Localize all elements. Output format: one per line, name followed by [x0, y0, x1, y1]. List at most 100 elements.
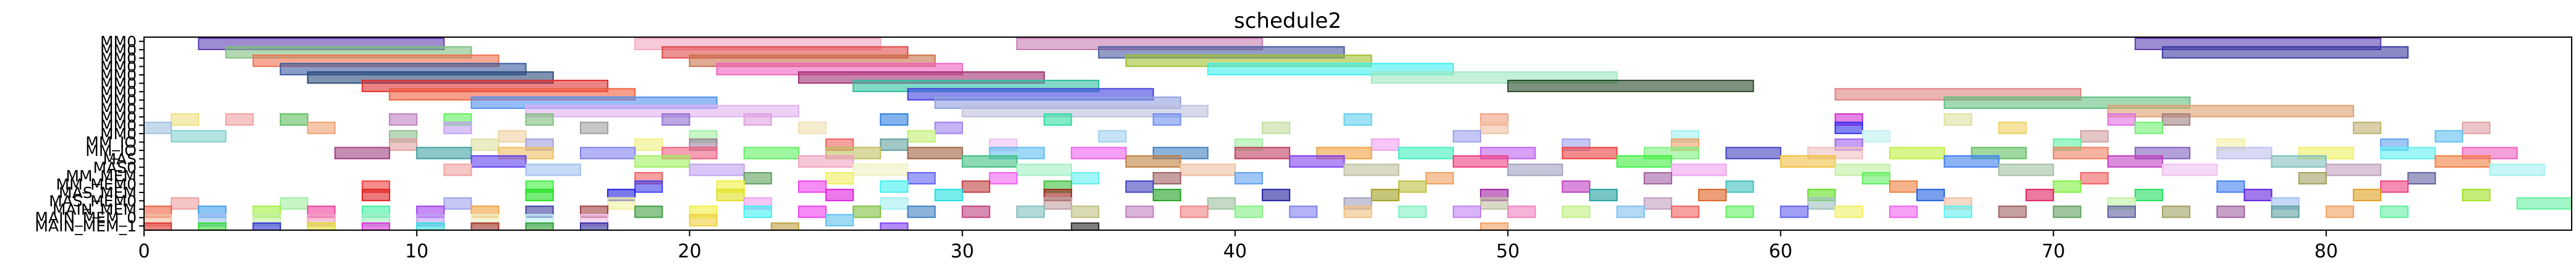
task-bar: [1589, 189, 1618, 202]
task-bar: [1834, 205, 1863, 218]
task-bar: [1180, 205, 1209, 218]
task-bar: [1152, 113, 1181, 126]
task-bar: [1725, 205, 1754, 218]
task-bar: [2135, 121, 2164, 134]
task-bar: [1780, 205, 1809, 218]
task-bar: [525, 222, 554, 231]
task-bar: [1889, 205, 1918, 218]
task-bar: [580, 121, 609, 134]
task-bar: [961, 205, 990, 218]
task-bar: [2489, 163, 2545, 176]
task-bar: [1562, 205, 1591, 218]
task-bar: [1289, 205, 1318, 218]
x-tick-label: 40: [1223, 241, 1247, 262]
task-bar: [1016, 205, 1045, 218]
task-bar: [689, 213, 718, 226]
task-bar: [2325, 163, 2382, 176]
task-bar: [1343, 163, 1400, 176]
task-bar: [1562, 180, 1591, 193]
task-bar: [907, 147, 963, 160]
task-bar: [1016, 163, 1073, 176]
task-bar: [743, 172, 772, 185]
task-bar: [362, 189, 391, 202]
task-bar: [1698, 189, 1727, 202]
task-bar: [2216, 147, 2272, 160]
task-bar: [1289, 155, 1345, 168]
task-bar: [743, 113, 772, 126]
task-bar: [907, 130, 936, 143]
task-bar: [2216, 205, 2245, 218]
y-tick-label: MM_MEM0: [56, 175, 137, 193]
task-bar: [443, 121, 472, 134]
task-bar: [907, 172, 936, 185]
task-bar: [2080, 130, 2109, 143]
y-tick-label: MM0: [100, 108, 137, 126]
task-bar: [2325, 205, 2354, 218]
task-bar: [607, 197, 636, 210]
task-bar: [716, 189, 745, 202]
task-bar: [1670, 205, 1699, 218]
task-bar: [2434, 155, 2491, 168]
task-bar: [1616, 205, 1645, 218]
task-bar: [525, 113, 554, 126]
y-tick-label: MM0: [100, 92, 137, 110]
task-bar: [2052, 180, 2081, 193]
task-bar: [1998, 205, 2027, 218]
task-bar: [143, 222, 172, 231]
task-bars: [143, 38, 2573, 231]
task-bar: [1234, 172, 1264, 185]
task-bar: [1998, 121, 2027, 134]
task-bar: [1125, 180, 1154, 193]
task-bar: [2162, 205, 2191, 218]
task-bar: [1180, 163, 1236, 176]
x-tick-label: 50: [1496, 241, 1520, 262]
task-bar: [1480, 197, 1509, 210]
y-tick-label: MAS0: [93, 158, 137, 176]
task-bar: [1234, 147, 1291, 160]
task-bar: [961, 180, 990, 193]
task-bar: [1452, 130, 1481, 143]
task-bar: [416, 222, 445, 231]
task-bar: [2135, 189, 2164, 202]
task-bar: [880, 222, 909, 231]
task-bar: [1371, 138, 1400, 151]
task-bar: [2271, 155, 2327, 168]
y-tick-label: MAS_MEM0: [49, 192, 137, 210]
task-bar: [470, 138, 499, 151]
x-axis: 0 10 20 30 40 50 60 70 80: [138, 230, 2338, 262]
task-bar: [1834, 121, 1863, 134]
task-bar: [225, 113, 254, 126]
task-bar: [1071, 172, 1100, 185]
task-bar: [634, 180, 663, 193]
y-tick-label: MAS_MEM: [59, 184, 137, 202]
task-bar: [1562, 147, 1618, 160]
task-bar: [2380, 180, 2409, 193]
task-bar: [498, 130, 527, 143]
task-bar: [1125, 205, 1154, 218]
task-bar: [1944, 113, 1973, 126]
task-bar: [1398, 205, 1427, 218]
task-bar: [362, 222, 391, 231]
task-bar: [1643, 172, 1672, 185]
task-bar: [143, 121, 172, 134]
task-bar: [1452, 205, 1481, 218]
task-bar: [1343, 205, 1372, 218]
task-bar: [2516, 197, 2573, 210]
task-bar: [307, 121, 336, 134]
task-bar: [1998, 163, 2054, 176]
task-bar: [1916, 189, 1945, 202]
x-tick-label: 30: [951, 241, 974, 262]
task-bar: [961, 105, 1209, 118]
task-bar: [416, 147, 472, 160]
task-bar: [634, 155, 691, 168]
task-bar: [580, 222, 609, 231]
y-tick-label: MM0: [100, 100, 137, 118]
task-bar: [443, 197, 472, 210]
task-bar: [1044, 113, 1073, 126]
task-bar: [798, 205, 827, 218]
y-tick-label: MAIN_MEM: [53, 200, 137, 218]
task-bar: [1125, 155, 1181, 168]
task-bar: [2080, 172, 2109, 185]
y-tick-label: MM0: [100, 66, 137, 84]
task-bar: [2052, 205, 2081, 218]
